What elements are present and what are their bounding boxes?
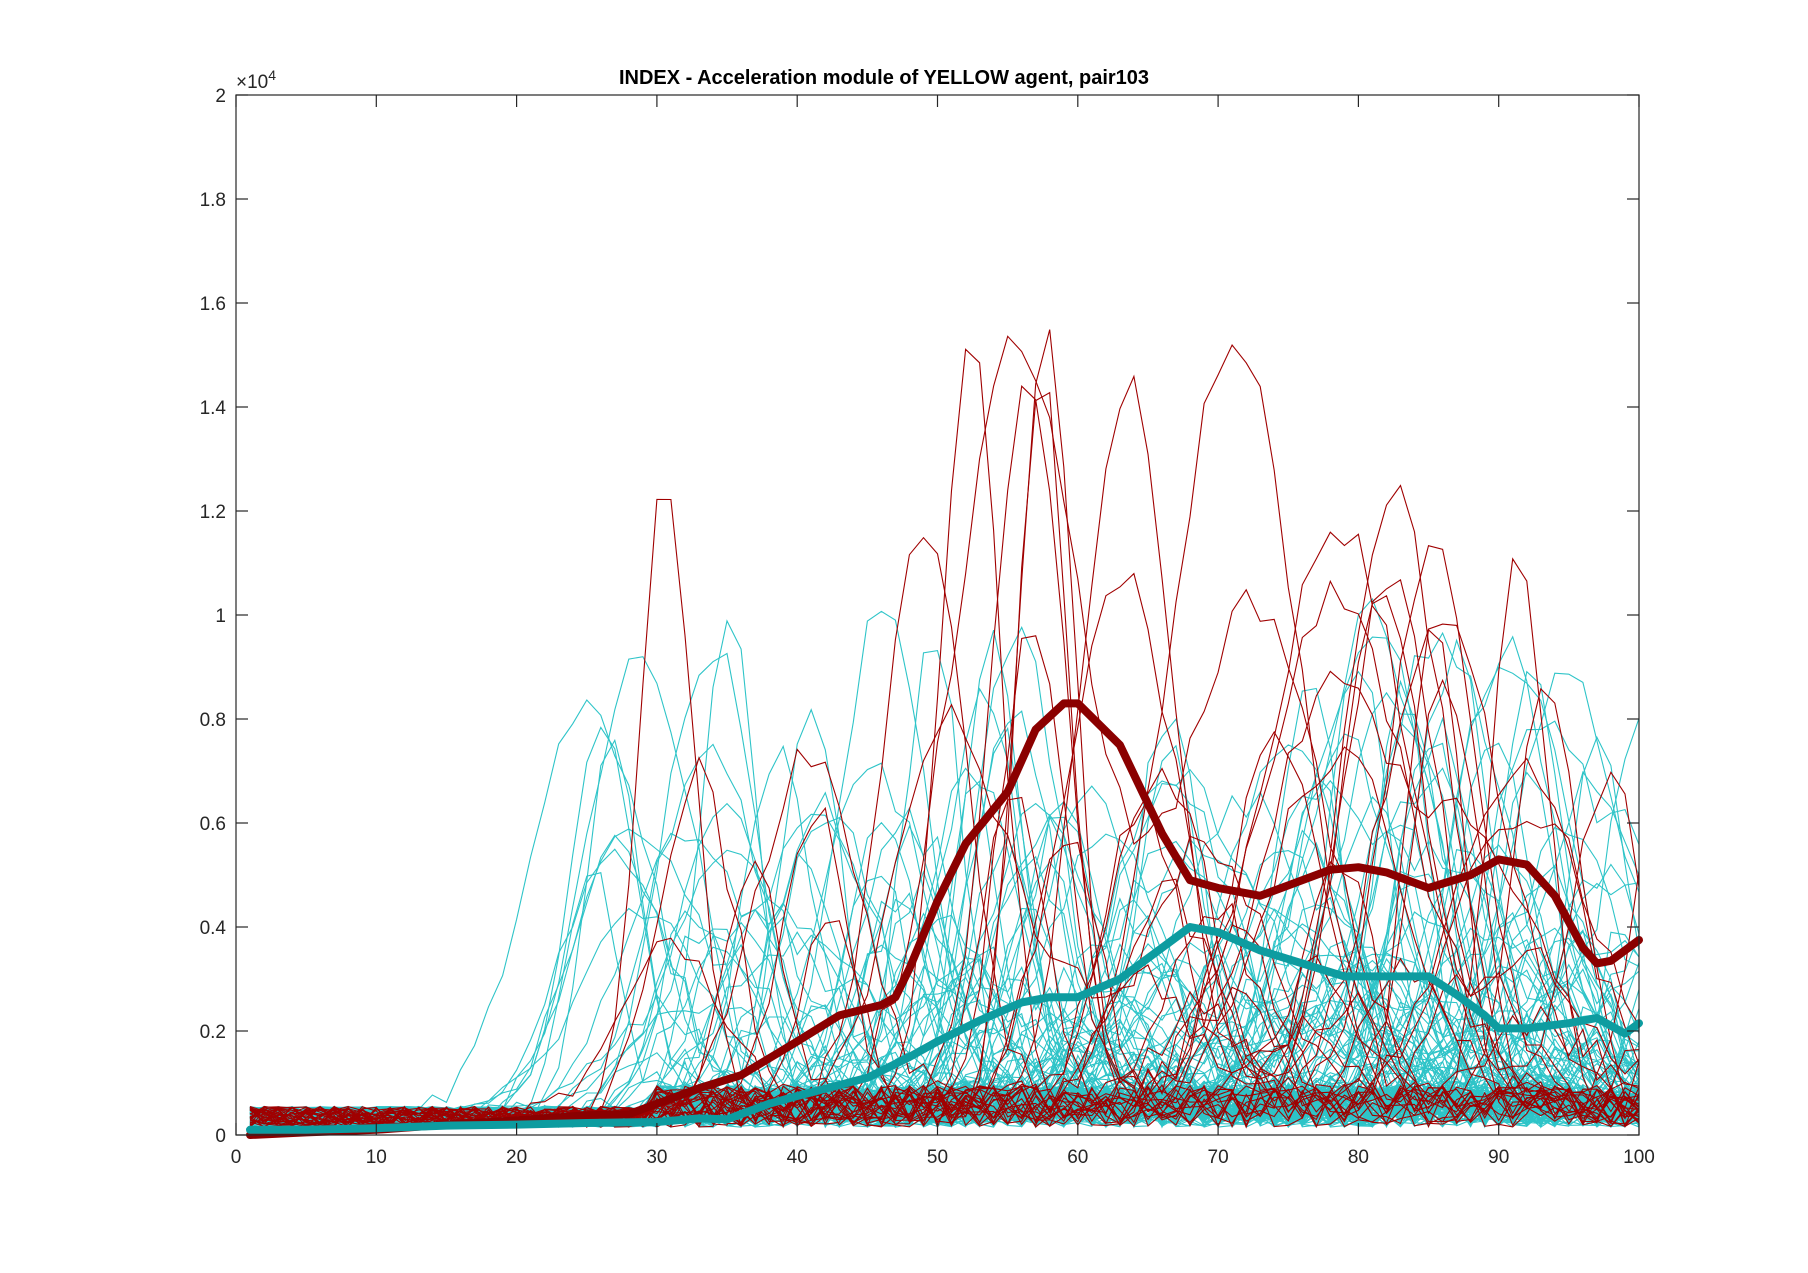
x-tick-label: 0 bbox=[231, 1147, 242, 1168]
y-tick-label: 0.4 bbox=[200, 918, 227, 939]
y-tick-label: 1 bbox=[215, 606, 226, 627]
y-tick-label: 0.8 bbox=[200, 710, 226, 731]
y-tick-label: 0.6 bbox=[200, 814, 226, 835]
mean-lines bbox=[246, 699, 1643, 1139]
red-trial-line-28 bbox=[249, 594, 1640, 1128]
x-tick-label: 50 bbox=[927, 1147, 948, 1168]
y-axis: 0 0.2 0.4 0.6 0.8 1 1.2 1.4 1.6 1.8 2 bbox=[200, 86, 1639, 1147]
mean-line-2 bbox=[246, 923, 1643, 1134]
chart-title: INDEX - Acceleration module of YELLOW ag… bbox=[619, 67, 1149, 89]
x-tick-label: 30 bbox=[646, 1147, 667, 1168]
red-trial-line-3 bbox=[249, 796, 1640, 1128]
y-tick-label: 1.2 bbox=[200, 502, 226, 523]
y-axis-exponent-base: ×10 bbox=[236, 72, 268, 93]
x-tick-label: 80 bbox=[1348, 1147, 1369, 1168]
y-tick-label: 1.8 bbox=[200, 190, 226, 211]
red-trial-line-31 bbox=[249, 806, 1640, 1129]
y-tick-label: 1.4 bbox=[200, 398, 227, 419]
x-tick-label: 10 bbox=[366, 1147, 387, 1168]
x-axis: 0 10 20 30 40 50 60 70 80 90 100 bbox=[231, 95, 1655, 1168]
red-trial-line-24 bbox=[249, 498, 1640, 1128]
x-tick-label: 70 bbox=[1208, 1147, 1229, 1168]
y-tick-label: 1.6 bbox=[200, 294, 226, 315]
x-tick-label: 100 bbox=[1623, 1147, 1655, 1168]
x-tick-label: 20 bbox=[506, 1147, 527, 1168]
x-tick-label: 40 bbox=[787, 1147, 808, 1168]
mean-line-1 bbox=[246, 699, 1643, 1139]
x-tick-label: 60 bbox=[1067, 1147, 1088, 1168]
y-tick-label: 2 bbox=[215, 86, 226, 107]
y-axis-exponent: ×104 bbox=[236, 67, 276, 93]
x-tick-label: 90 bbox=[1488, 1147, 1509, 1168]
y-tick-label: 0 bbox=[215, 1126, 226, 1147]
y-tick-label: 0.2 bbox=[200, 1022, 226, 1043]
y-axis-exponent-power: 4 bbox=[268, 67, 276, 83]
